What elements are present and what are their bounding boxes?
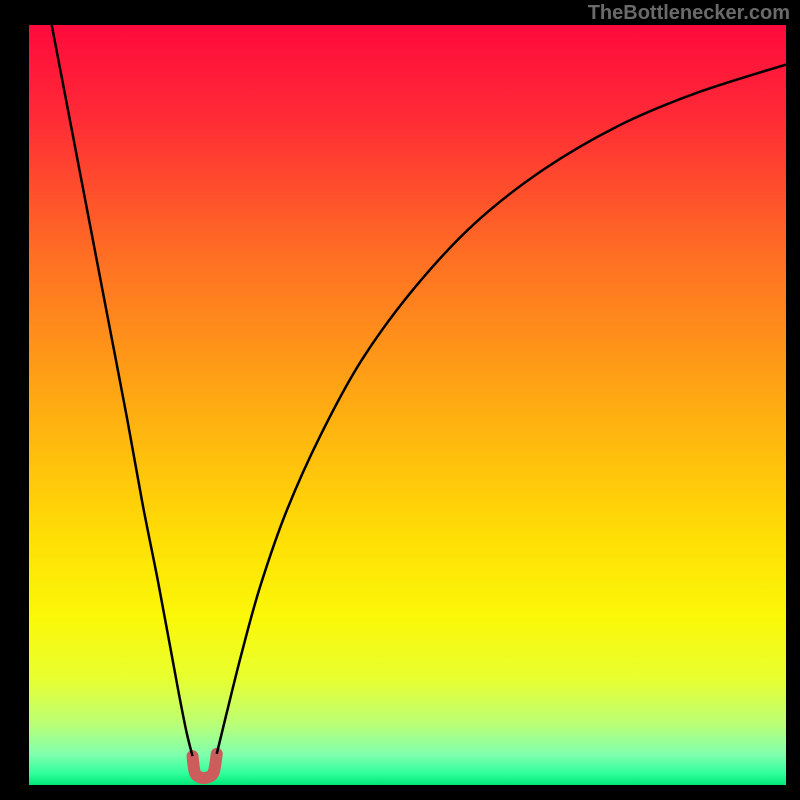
curve-left (52, 25, 193, 756)
curve-right (217, 65, 786, 754)
plot-area (29, 25, 786, 785)
chart-canvas: TheBottlenecker.com (0, 0, 800, 800)
curve-overlay (29, 25, 786, 785)
valley-marker (193, 754, 217, 778)
watermark-text: TheBottlenecker.com (588, 2, 790, 25)
